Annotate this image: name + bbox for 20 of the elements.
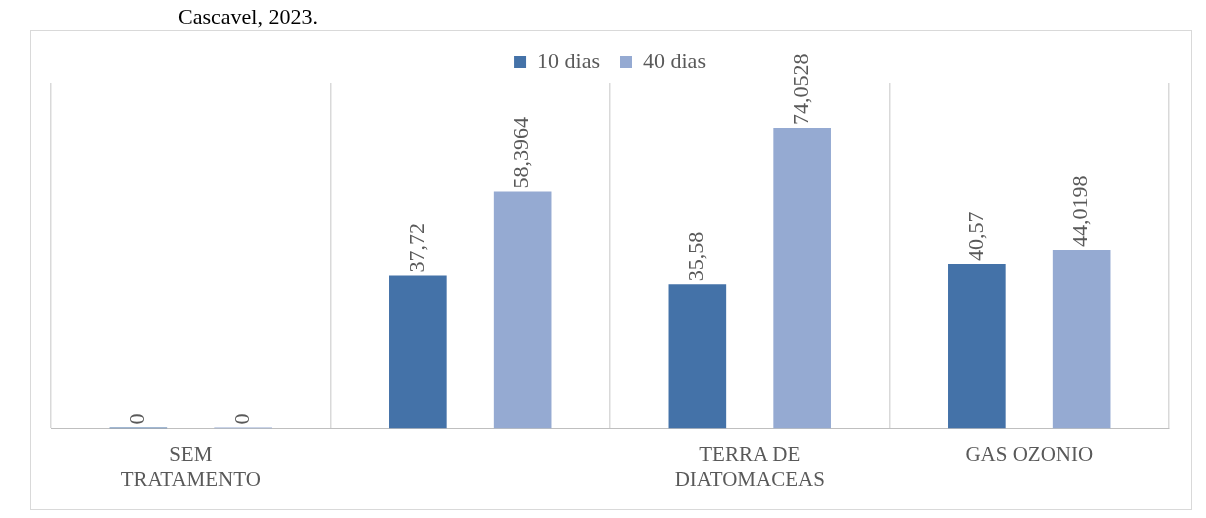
bar xyxy=(948,263,1006,429)
data-label: 35,58 xyxy=(683,231,709,282)
text: Cascavel, 2023. xyxy=(178,4,318,30)
data-label: 44,0198 xyxy=(1067,175,1093,247)
legend-label: 40 dias xyxy=(643,47,706,73)
data-label: 40,57 xyxy=(962,211,988,261)
data-label: 58,3964 xyxy=(508,117,534,189)
bar xyxy=(668,284,727,429)
legend-label: 10 dias xyxy=(537,47,601,73)
data-label: 0 xyxy=(124,413,150,425)
bar xyxy=(493,191,552,429)
bar xyxy=(773,128,831,429)
data-label: 37,72 xyxy=(403,223,429,273)
data-label: 74,0528 xyxy=(787,53,813,126)
x-tick-label: SEM TRATAMENTO xyxy=(120,441,261,491)
x-tick-label: GAS OZONIO xyxy=(965,441,1094,466)
x-tick-label: TERRA DE DIATOMACEAS xyxy=(674,441,825,491)
data-label: 0 xyxy=(228,413,254,425)
bar xyxy=(1052,249,1111,429)
bar xyxy=(389,275,447,429)
